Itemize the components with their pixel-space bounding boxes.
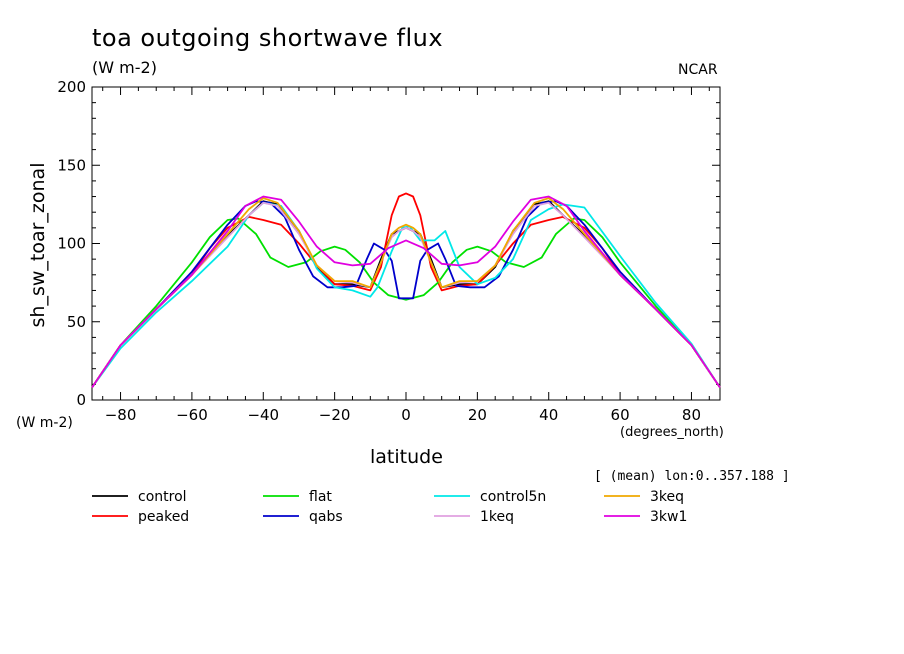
y-axis-label: sh_sw_toar_zonal bbox=[27, 162, 49, 328]
series-line-control bbox=[91, 200, 721, 389]
series-line-flat bbox=[91, 217, 721, 389]
series-line-3kw1 bbox=[91, 195, 721, 389]
x-tick-label: −60 bbox=[176, 406, 208, 424]
y-tick-label: 200 bbox=[57, 78, 86, 96]
legend-label-flat: flat bbox=[309, 489, 332, 505]
x-axis-label: latitude bbox=[370, 446, 443, 468]
legend-label-qabs: qabs bbox=[309, 509, 343, 525]
y-unit-label: (W m-2) bbox=[16, 415, 73, 431]
x-tick-label: 0 bbox=[401, 406, 411, 424]
y-tick-label: 100 bbox=[57, 235, 86, 253]
legend-label-1keq: 1keq bbox=[480, 509, 514, 525]
x-tick-label: 80 bbox=[682, 406, 701, 424]
averaging-note: [ (mean) lon:0..357.188 ] bbox=[594, 469, 790, 484]
x-unit-label: (degrees_north) bbox=[620, 425, 724, 440]
x-tick-label: 20 bbox=[468, 406, 487, 424]
x-tick-label: −40 bbox=[247, 406, 279, 424]
series-line-control5n bbox=[91, 201, 721, 389]
plot-frame bbox=[91, 86, 721, 401]
legend-label-peaked: peaked bbox=[138, 509, 189, 525]
series-line-qabs bbox=[91, 200, 721, 389]
x-tick-label: −80 bbox=[105, 406, 137, 424]
y-tick-label: 50 bbox=[67, 313, 86, 331]
chart-subtitle: (W m-2) bbox=[92, 58, 157, 77]
chart-title: toa outgoing shortwave flux bbox=[92, 24, 444, 52]
series-line-1keq bbox=[91, 201, 721, 389]
legend-label-3kw1: 3kw1 bbox=[650, 509, 687, 525]
org-label: NCAR bbox=[678, 62, 718, 78]
y-tick-label: 0 bbox=[76, 391, 86, 409]
legend-label-control5n: control5n bbox=[480, 489, 546, 505]
legend-label-3keq: 3keq bbox=[650, 489, 684, 505]
series-line-3keq bbox=[91, 197, 721, 389]
x-tick-label: 60 bbox=[611, 406, 630, 424]
x-tick-label: −20 bbox=[319, 406, 351, 424]
x-tick-label: 40 bbox=[539, 406, 558, 424]
series-line-peaked bbox=[91, 192, 721, 389]
legend-label-control: control bbox=[138, 489, 187, 505]
y-tick-label: 150 bbox=[57, 156, 86, 174]
